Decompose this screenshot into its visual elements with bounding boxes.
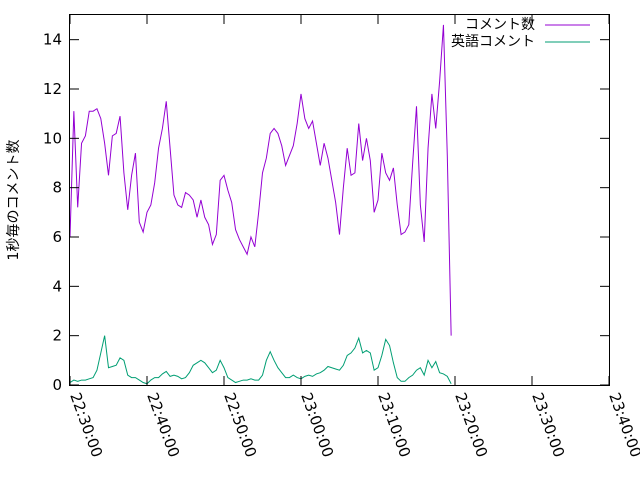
series-line-1 [69, 335, 452, 385]
y-tick-label: 2 [52, 327, 62, 345]
y-tick-label: 0 [52, 376, 62, 394]
y-tick-label: 10 [43, 129, 62, 147]
series-line-0 [69, 24, 452, 336]
legend-label-english-comments: 英語コメント [451, 33, 535, 50]
y-tick-label: 6 [52, 228, 62, 246]
legend-label-comments: コメント数 [465, 17, 535, 33]
y-axis-label: 1秒毎のコメント数 [6, 140, 22, 261]
plot-frame [69, 14, 610, 386]
series-layer [69, 24, 452, 385]
y-tick-label: 14 [43, 31, 62, 49]
legend: コメント数 英語コメント [451, 17, 590, 50]
y-tick-label: 12 [43, 80, 62, 98]
y-tick-label: 8 [52, 179, 62, 197]
y-tick-label: 4 [52, 277, 62, 295]
y-axis: 0 2 4 6 8 10 12 14 [43, 31, 609, 394]
